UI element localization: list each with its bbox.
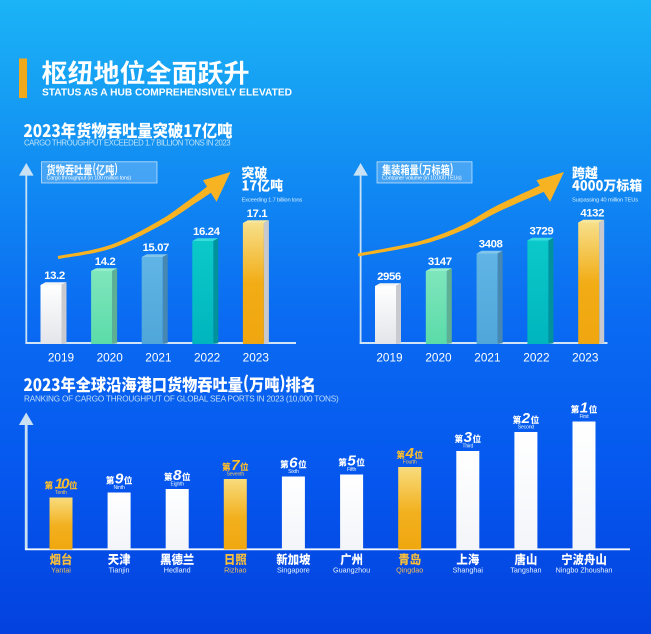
svg-text:Sixth: Sixth xyxy=(288,469,299,475)
svg-text:Surpassing 40 million TEUs: Surpassing 40 million TEUs xyxy=(572,198,638,204)
svg-text:Seventh: Seventh xyxy=(226,472,244,478)
svg-text:2022: 2022 xyxy=(523,351,549,365)
svg-text:6: 6 xyxy=(289,455,298,472)
svg-text:5: 5 xyxy=(347,453,356,470)
svg-text:2021: 2021 xyxy=(474,351,500,365)
svg-text:1: 1 xyxy=(580,400,588,417)
svg-text:Guangzhou: Guangzhou xyxy=(333,566,370,575)
svg-text:Third: Third xyxy=(462,444,473,450)
svg-text:3729: 3729 xyxy=(530,226,554,238)
svg-text:Singapore: Singapore xyxy=(277,566,310,575)
svg-text:Ningbo Zhoushan: Ningbo Zhoushan xyxy=(556,566,613,575)
svg-text:2019: 2019 xyxy=(376,351,402,365)
svg-text:15.07: 15.07 xyxy=(142,242,169,254)
svg-text:Tangshan: Tangshan xyxy=(510,566,541,575)
svg-text:Fourth: Fourth xyxy=(403,460,417,466)
svg-text:7: 7 xyxy=(231,457,241,474)
svg-text:Cargo throughput (in 100 milli: Cargo throughput (in 100 million tons) xyxy=(47,175,132,181)
svg-text:Exceeding 1.7 billion tons: Exceeding 1.7 billion tons xyxy=(242,198,303,204)
svg-text:9: 9 xyxy=(115,471,124,488)
svg-text:2956: 2956 xyxy=(377,271,401,283)
svg-text:16.24: 16.24 xyxy=(193,226,221,238)
svg-text:Shanghai: Shanghai xyxy=(453,566,484,575)
svg-text:2020: 2020 xyxy=(97,351,124,365)
svg-text:3408: 3408 xyxy=(479,239,503,251)
svg-text:4132: 4132 xyxy=(580,208,604,220)
svg-text:2: 2 xyxy=(521,410,531,427)
svg-text:Yantai: Yantai xyxy=(51,566,71,575)
svg-text:STATUS AS A HUB COMPREHENSIVEL: STATUS AS A HUB COMPREHENSIVELY ELEVATED xyxy=(42,88,292,99)
svg-text:Tenth: Tenth xyxy=(55,490,67,496)
svg-text:3: 3 xyxy=(464,429,473,446)
svg-text:14.2: 14.2 xyxy=(95,256,116,268)
svg-text:Second: Second xyxy=(518,425,535,431)
svg-text:CARGO THROUGHPUT EXCEEDED 1.7: CARGO THROUGHPUT EXCEEDED 1.7 BILLION TO… xyxy=(24,139,230,148)
svg-text:First: First xyxy=(579,414,589,420)
svg-text:Eighth: Eighth xyxy=(170,482,184,488)
svg-text:RANKING OF CARGO THROUGHPUT OF: RANKING OF CARGO THROUGHPUT OF GLOBAL SE… xyxy=(24,395,339,404)
svg-text:2023: 2023 xyxy=(243,351,270,365)
svg-text:Container volume (in 10,000 TE: Container volume (in 10,000 TEUs) xyxy=(382,175,462,181)
svg-text:8: 8 xyxy=(173,467,182,484)
svg-text:2021: 2021 xyxy=(145,351,171,365)
svg-text:13.2: 13.2 xyxy=(44,270,65,282)
svg-text:Fifth: Fifth xyxy=(347,467,356,473)
svg-text:2020: 2020 xyxy=(425,351,452,365)
svg-text:Hedland: Hedland xyxy=(164,566,191,575)
svg-text:2022: 2022 xyxy=(194,351,220,365)
svg-text:Ninth: Ninth xyxy=(114,485,125,491)
svg-text:Tianjin: Tianjin xyxy=(109,566,130,575)
svg-text:3147: 3147 xyxy=(428,256,452,268)
svg-text:Rizhao: Rizhao xyxy=(224,566,246,575)
svg-text:4: 4 xyxy=(404,445,414,462)
svg-text:2023: 2023 xyxy=(572,351,599,365)
svg-text:17.1: 17.1 xyxy=(247,208,269,220)
svg-text:2019: 2019 xyxy=(48,351,74,365)
svg-text:Qingdao: Qingdao xyxy=(396,566,423,575)
